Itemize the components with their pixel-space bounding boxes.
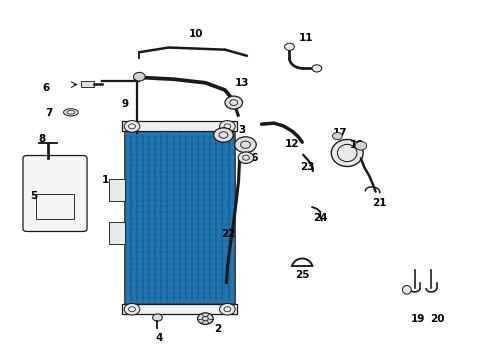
Text: 23: 23: [299, 162, 314, 172]
Bar: [36, 194, 74, 219]
Text: 11: 11: [298, 33, 312, 43]
Circle shape: [224, 96, 242, 109]
Text: 1: 1: [102, 175, 108, 185]
Ellipse shape: [331, 140, 362, 167]
Text: 3: 3: [238, 125, 245, 135]
Text: 8: 8: [38, 134, 45, 144]
Circle shape: [311, 65, 321, 72]
Circle shape: [284, 43, 294, 50]
Circle shape: [219, 121, 235, 132]
Bar: [109, 179, 124, 201]
Text: 20: 20: [429, 314, 444, 324]
Text: 14: 14: [239, 141, 254, 151]
Text: 15: 15: [221, 130, 235, 140]
FancyBboxPatch shape: [23, 156, 87, 231]
Bar: [109, 222, 124, 244]
Text: 22: 22: [221, 229, 236, 239]
Text: 10: 10: [188, 29, 203, 39]
Text: 4: 4: [155, 333, 163, 343]
Text: 24: 24: [312, 213, 327, 223]
Bar: [122, 121, 237, 131]
Circle shape: [219, 303, 235, 315]
Text: 13: 13: [234, 78, 249, 88]
Text: 17: 17: [332, 128, 346, 138]
Text: 7: 7: [45, 108, 53, 118]
Ellipse shape: [63, 109, 78, 116]
Circle shape: [197, 313, 213, 324]
Text: 25: 25: [294, 270, 309, 280]
Text: 16: 16: [244, 153, 259, 163]
Text: 5: 5: [31, 191, 38, 201]
Circle shape: [234, 137, 256, 153]
Text: 6: 6: [43, 83, 50, 93]
Bar: [81, 81, 94, 87]
Circle shape: [332, 132, 342, 140]
Circle shape: [124, 121, 140, 132]
Text: 9: 9: [121, 99, 128, 109]
Circle shape: [354, 141, 366, 150]
Text: 2: 2: [214, 324, 221, 334]
Circle shape: [213, 128, 233, 142]
Bar: [125, 132, 233, 303]
Ellipse shape: [402, 285, 410, 294]
Text: 19: 19: [410, 314, 425, 324]
Circle shape: [238, 152, 253, 163]
Text: 18: 18: [349, 140, 364, 150]
Bar: [124, 131, 234, 304]
Bar: [122, 304, 237, 314]
Text: 21: 21: [371, 198, 386, 208]
Text: 12: 12: [285, 139, 299, 149]
Circle shape: [152, 314, 162, 321]
Circle shape: [124, 303, 140, 315]
Circle shape: [133, 72, 145, 81]
